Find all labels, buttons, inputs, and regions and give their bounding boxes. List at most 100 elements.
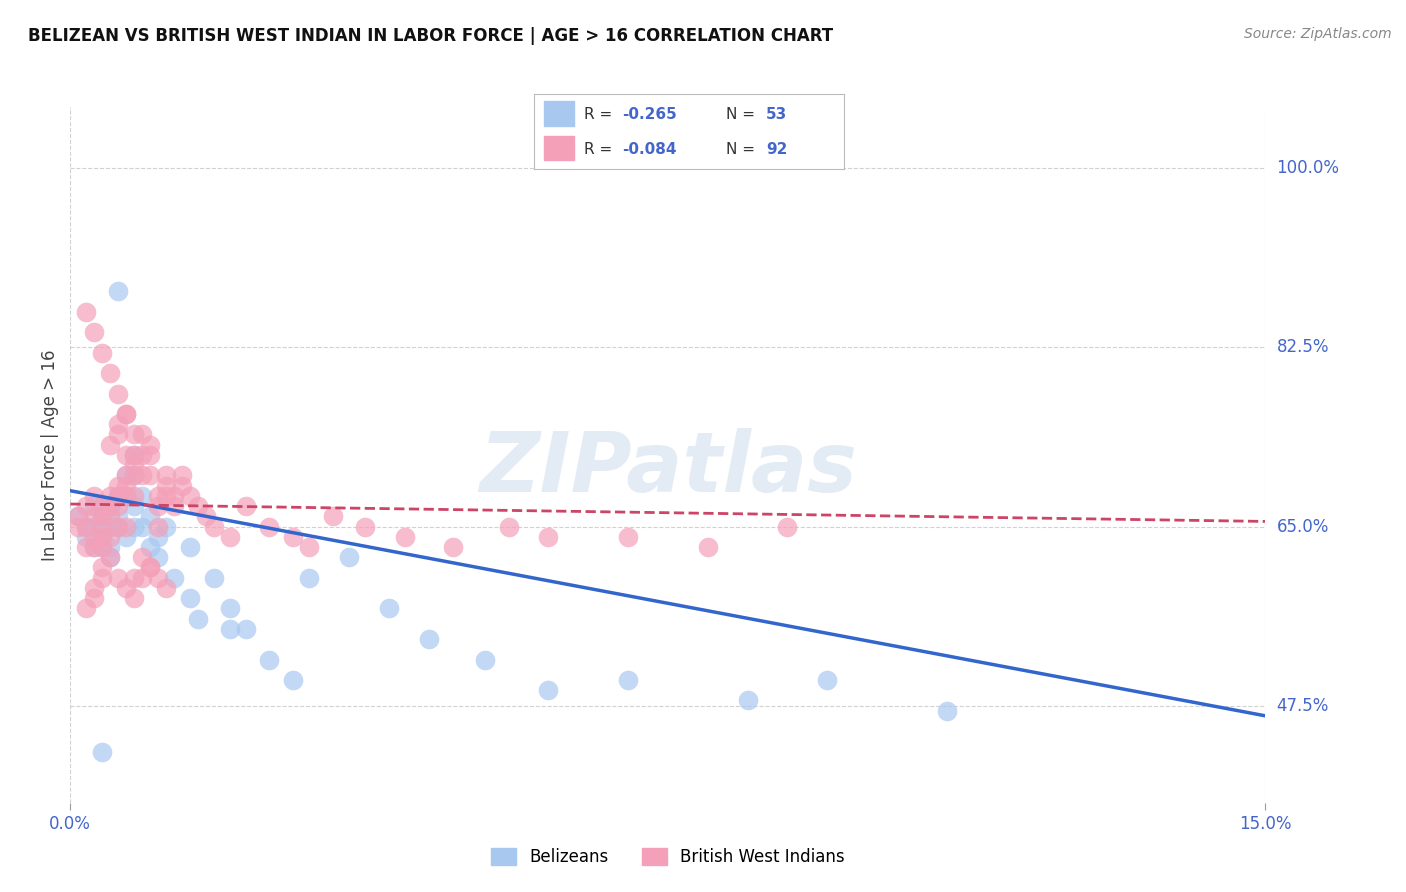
Point [98, 550, 121, 565]
Point [218, 601, 240, 615]
Point [83, 581, 105, 595]
Point [163, 489, 186, 503]
Point [122, 499, 145, 513]
Point [115, 468, 138, 483]
Point [146, 499, 169, 513]
Point [498, 519, 520, 533]
Point [537, 530, 560, 544]
Point [122, 448, 145, 462]
Point [107, 519, 129, 533]
Point [98, 499, 121, 513]
Text: R =: R = [583, 142, 617, 156]
Point [83, 530, 105, 544]
Point [83, 499, 105, 513]
Point [107, 427, 129, 442]
Point [98, 530, 121, 544]
Point [91, 560, 114, 574]
Point [155, 478, 177, 492]
Text: 92: 92 [766, 142, 787, 156]
Point [107, 519, 129, 533]
Text: -0.084: -0.084 [623, 142, 676, 156]
Point [139, 438, 162, 452]
Point [122, 571, 145, 585]
Point [235, 622, 257, 636]
Text: -0.265: -0.265 [623, 107, 678, 121]
Point [67, 519, 90, 533]
Point [98, 438, 121, 452]
Point [155, 581, 177, 595]
Point [170, 468, 193, 483]
Point [617, 673, 640, 687]
Point [107, 478, 129, 492]
Point [83, 540, 105, 554]
Point [75, 540, 97, 554]
Point [815, 673, 838, 687]
Point [122, 489, 145, 503]
Point [91, 499, 114, 513]
Point [107, 284, 129, 298]
Point [441, 540, 464, 554]
Point [122, 519, 145, 533]
Point [107, 386, 129, 401]
Point [107, 499, 129, 513]
Point [283, 673, 305, 687]
Point [202, 571, 225, 585]
Point [115, 407, 138, 421]
Point [91, 540, 114, 554]
Point [98, 509, 121, 524]
Legend: Belizeans, British West Indians: Belizeans, British West Indians [484, 841, 852, 872]
Point [115, 489, 138, 503]
Point [322, 509, 344, 524]
Point [187, 499, 209, 513]
Point [107, 489, 129, 503]
Point [146, 519, 169, 533]
Point [935, 704, 957, 718]
Point [394, 530, 416, 544]
Point [75, 499, 97, 513]
Point [139, 560, 162, 574]
Point [179, 489, 201, 503]
Text: Source: ZipAtlas.com: Source: ZipAtlas.com [1244, 27, 1392, 41]
Point [163, 499, 186, 513]
Point [179, 540, 201, 554]
Point [107, 509, 129, 524]
Point [115, 407, 138, 421]
Point [98, 489, 121, 503]
Point [259, 652, 281, 666]
Point [337, 550, 360, 565]
Point [83, 489, 105, 503]
Point [98, 499, 121, 513]
Point [83, 591, 105, 606]
Text: N =: N = [725, 107, 759, 121]
Text: 53: 53 [766, 107, 787, 121]
Point [259, 519, 281, 533]
Point [139, 509, 162, 524]
Point [107, 489, 129, 503]
Y-axis label: In Labor Force | Age > 16: In Labor Force | Age > 16 [41, 349, 59, 561]
Point [696, 540, 718, 554]
Point [115, 478, 138, 492]
Point [91, 530, 114, 544]
Point [131, 448, 153, 462]
Point [107, 571, 129, 585]
Point [155, 519, 177, 533]
Point [75, 304, 97, 318]
Point [122, 448, 145, 462]
Point [131, 571, 153, 585]
Point [139, 448, 162, 462]
Point [122, 468, 145, 483]
Point [131, 519, 153, 533]
Bar [544, 101, 575, 126]
Point [107, 417, 129, 432]
Point [122, 458, 145, 472]
Text: 65.0%: 65.0% [1277, 517, 1329, 535]
Text: 100.0%: 100.0% [1277, 160, 1340, 178]
Point [91, 345, 114, 359]
Point [163, 571, 186, 585]
Point [83, 540, 105, 554]
Point [98, 366, 121, 380]
Point [474, 652, 496, 666]
Point [98, 519, 121, 533]
Point [146, 530, 169, 544]
Point [98, 540, 121, 554]
